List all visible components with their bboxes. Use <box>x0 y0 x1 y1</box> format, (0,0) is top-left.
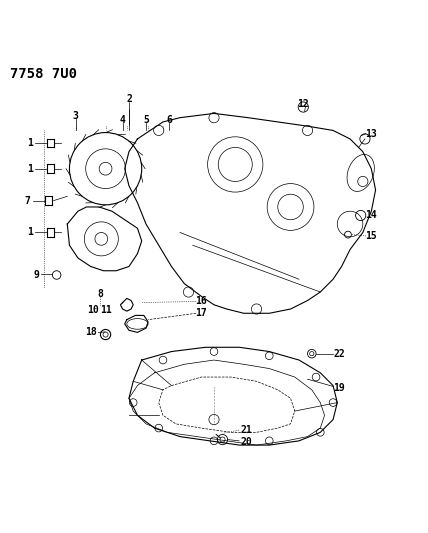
Text: 21: 21 <box>240 425 252 435</box>
Text: 6: 6 <box>166 115 172 125</box>
Text: 20: 20 <box>240 437 252 447</box>
Text: 12: 12 <box>297 99 309 109</box>
Text: 14: 14 <box>366 209 377 220</box>
Text: 15: 15 <box>366 231 377 241</box>
Text: 19: 19 <box>333 383 345 393</box>
Text: 13: 13 <box>366 129 377 139</box>
Text: 1: 1 <box>27 138 33 148</box>
Text: 7: 7 <box>25 196 31 206</box>
Text: 18: 18 <box>85 327 97 337</box>
Text: 8: 8 <box>98 289 104 299</box>
Text: 2: 2 <box>126 93 132 103</box>
Text: 16: 16 <box>195 296 207 306</box>
Text: 9: 9 <box>33 270 39 280</box>
Text: 1: 1 <box>27 164 33 174</box>
Text: 4: 4 <box>120 115 125 125</box>
Text: 1: 1 <box>27 228 33 238</box>
Text: 3: 3 <box>73 110 79 120</box>
Text: 11: 11 <box>100 305 111 315</box>
Text: 7758 7U0: 7758 7U0 <box>10 67 77 80</box>
Text: 10: 10 <box>87 305 99 315</box>
Text: 5: 5 <box>143 115 149 125</box>
Text: 17: 17 <box>195 308 207 318</box>
Text: 22: 22 <box>333 349 345 359</box>
